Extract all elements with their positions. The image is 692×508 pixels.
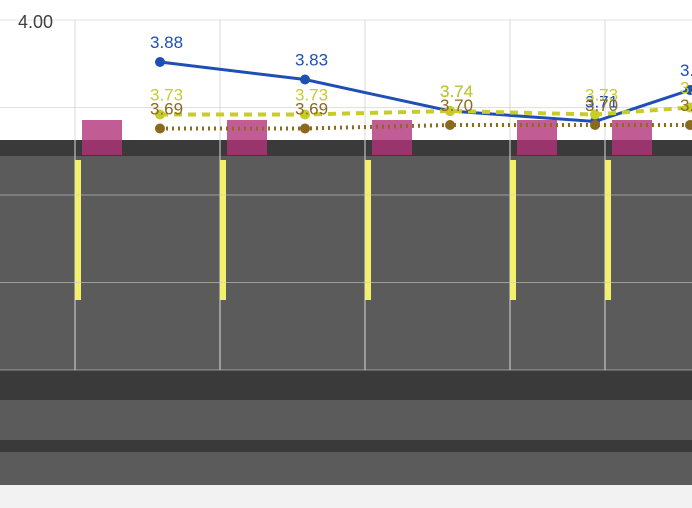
series-point: [300, 123, 310, 134]
series-point: [685, 85, 692, 95]
bar-mark: [75, 160, 81, 300]
series-point: [590, 109, 600, 120]
data-label: 3.69: [150, 100, 183, 119]
data-label: 3.74: [440, 82, 473, 101]
bar-mark: [612, 120, 652, 155]
data-label: 3.70: [680, 96, 692, 115]
series-point: [155, 123, 165, 134]
data-label: 3.70: [585, 96, 618, 115]
data-label: 3.83: [295, 51, 328, 70]
bar-mark: [220, 160, 226, 300]
data-label: 3.71: [585, 93, 618, 112]
y-axis-top-label: 4.00: [18, 12, 53, 32]
series-layer: [155, 57, 692, 134]
series-point: [445, 120, 455, 130]
grid-layer: [0, 19, 692, 371]
data-label: 3.88: [150, 33, 183, 52]
series-point: [590, 120, 600, 130]
label-layer: 4.003.883.833.743.713.803.733.733.743.73…: [18, 12, 692, 119]
bar-mark: [605, 160, 611, 300]
series-point: [155, 109, 165, 120]
data-label: 3.69: [295, 100, 328, 119]
bar-mark: [227, 120, 267, 155]
series-line: [160, 105, 691, 117]
bar-mark: [82, 120, 122, 155]
series-point: [685, 120, 692, 130]
data-label: 3.80: [680, 61, 692, 80]
data-label: 3.74: [440, 82, 473, 101]
series-point: [445, 106, 455, 116]
data-label: 3.70: [440, 96, 473, 115]
dark-band-axis: [0, 370, 692, 400]
data-label: 3.73: [585, 86, 618, 105]
series-point: [685, 102, 692, 113]
bar-mark: [372, 120, 412, 155]
series-point: [155, 57, 165, 67]
series-point: [300, 109, 310, 120]
data-label: 3.73: [295, 86, 328, 105]
data-label: 3.75: [680, 79, 692, 98]
dark-band-legend: [0, 440, 692, 452]
plot-dark-region: [0, 150, 692, 485]
series-line: [160, 123, 690, 131]
series-point: [300, 74, 310, 85]
bar-mark: [365, 160, 371, 300]
bar-mark: [510, 160, 516, 300]
page-bottom-strip: [0, 485, 692, 508]
data-label: 3.73: [150, 86, 183, 105]
